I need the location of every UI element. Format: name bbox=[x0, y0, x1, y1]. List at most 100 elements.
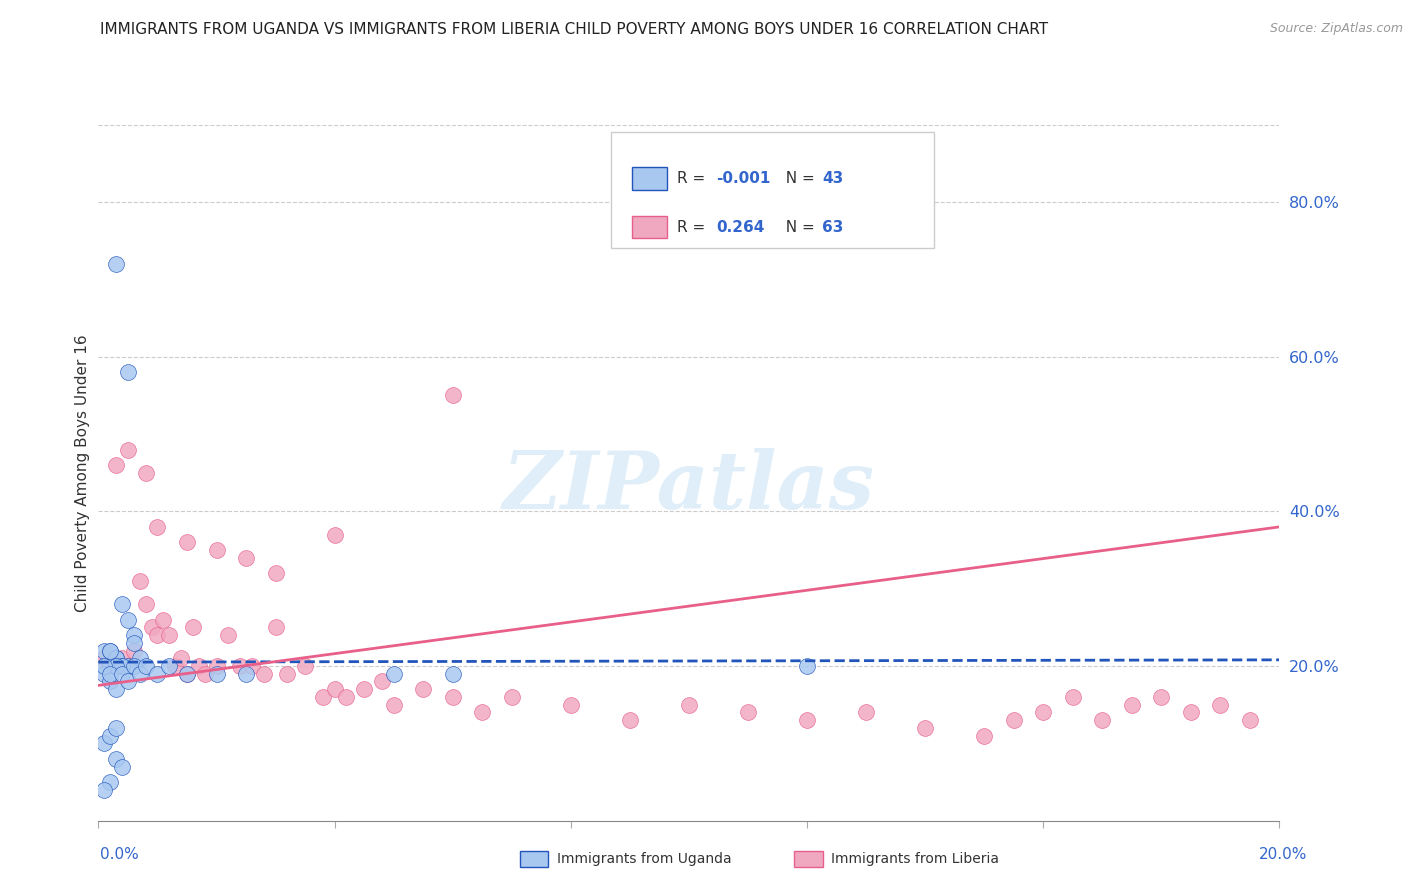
Point bbox=[117, 659, 139, 673]
Point bbox=[1209, 698, 1232, 712]
Point bbox=[152, 613, 174, 627]
Point bbox=[135, 659, 157, 673]
Point bbox=[122, 659, 145, 673]
Point bbox=[157, 659, 180, 673]
Point bbox=[323, 527, 346, 541]
Point bbox=[323, 682, 346, 697]
Point bbox=[264, 566, 287, 581]
Point bbox=[335, 690, 357, 704]
Point bbox=[253, 666, 276, 681]
Point bbox=[1062, 690, 1084, 704]
Point bbox=[205, 666, 228, 681]
Point bbox=[371, 674, 394, 689]
Point bbox=[93, 643, 115, 657]
Point bbox=[560, 698, 582, 712]
Point bbox=[98, 666, 121, 681]
Point bbox=[441, 388, 464, 402]
Text: -0.001: -0.001 bbox=[717, 171, 770, 186]
Point bbox=[187, 659, 209, 673]
Point bbox=[128, 574, 150, 588]
Point bbox=[382, 698, 405, 712]
Point bbox=[1180, 706, 1202, 720]
Point bbox=[181, 620, 204, 634]
Text: ZIPatlas: ZIPatlas bbox=[503, 448, 875, 525]
Point bbox=[98, 643, 121, 657]
Point bbox=[122, 628, 145, 642]
Point bbox=[111, 659, 134, 673]
Point bbox=[229, 659, 252, 673]
Text: R =: R = bbox=[678, 171, 710, 186]
Point bbox=[117, 613, 139, 627]
Text: 0.0%: 0.0% bbox=[100, 847, 139, 862]
Point bbox=[294, 659, 316, 673]
Point bbox=[105, 651, 128, 665]
Point bbox=[128, 666, 150, 681]
Point bbox=[276, 666, 298, 681]
Point bbox=[105, 682, 128, 697]
Point bbox=[194, 666, 217, 681]
Point bbox=[240, 659, 263, 673]
Point bbox=[619, 713, 641, 727]
Point bbox=[914, 721, 936, 735]
Text: Source: ZipAtlas.com: Source: ZipAtlas.com bbox=[1270, 22, 1403, 36]
Point bbox=[235, 550, 257, 565]
Text: 43: 43 bbox=[823, 171, 844, 186]
Point bbox=[105, 458, 128, 472]
Text: 63: 63 bbox=[823, 219, 844, 235]
Point bbox=[382, 666, 405, 681]
Point bbox=[122, 643, 145, 657]
Point bbox=[501, 690, 523, 704]
Point bbox=[135, 597, 157, 611]
Point bbox=[146, 520, 169, 534]
Point bbox=[135, 466, 157, 480]
Point bbox=[678, 698, 700, 712]
Point bbox=[1002, 713, 1025, 727]
Point bbox=[217, 628, 239, 642]
Point bbox=[105, 651, 128, 665]
Point bbox=[412, 682, 434, 697]
Point bbox=[973, 729, 995, 743]
Point bbox=[93, 736, 115, 750]
Point bbox=[176, 666, 198, 681]
Point bbox=[93, 666, 115, 681]
Point bbox=[737, 706, 759, 720]
Point bbox=[117, 659, 139, 673]
Text: 0.264: 0.264 bbox=[717, 219, 765, 235]
Point bbox=[441, 690, 464, 704]
Point bbox=[796, 659, 818, 673]
Point bbox=[205, 659, 228, 673]
Point bbox=[98, 643, 121, 657]
Point bbox=[117, 674, 139, 689]
Point bbox=[105, 659, 128, 673]
Point bbox=[122, 636, 145, 650]
Point bbox=[353, 682, 375, 697]
Point bbox=[117, 365, 139, 379]
Point bbox=[176, 535, 198, 549]
Point bbox=[141, 620, 163, 634]
Point bbox=[117, 442, 139, 457]
Point bbox=[176, 666, 198, 681]
Point bbox=[1032, 706, 1054, 720]
Point bbox=[98, 674, 121, 689]
Point bbox=[1239, 713, 1261, 727]
Point bbox=[146, 666, 169, 681]
Point bbox=[105, 257, 128, 271]
Point bbox=[157, 628, 180, 642]
Point bbox=[205, 543, 228, 558]
Text: Immigrants from Uganda: Immigrants from Uganda bbox=[557, 852, 731, 866]
Point bbox=[105, 752, 128, 766]
Point bbox=[264, 620, 287, 634]
Text: N =: N = bbox=[776, 171, 820, 186]
Point bbox=[1091, 713, 1114, 727]
Point bbox=[111, 597, 134, 611]
Y-axis label: Child Poverty Among Boys Under 16: Child Poverty Among Boys Under 16 bbox=[75, 334, 90, 612]
Point bbox=[98, 729, 121, 743]
Point bbox=[128, 651, 150, 665]
Point bbox=[93, 659, 115, 673]
Point bbox=[111, 759, 134, 773]
Point bbox=[146, 628, 169, 642]
Point bbox=[1121, 698, 1143, 712]
Point bbox=[1150, 690, 1173, 704]
Point bbox=[105, 659, 128, 673]
Point bbox=[111, 666, 134, 681]
